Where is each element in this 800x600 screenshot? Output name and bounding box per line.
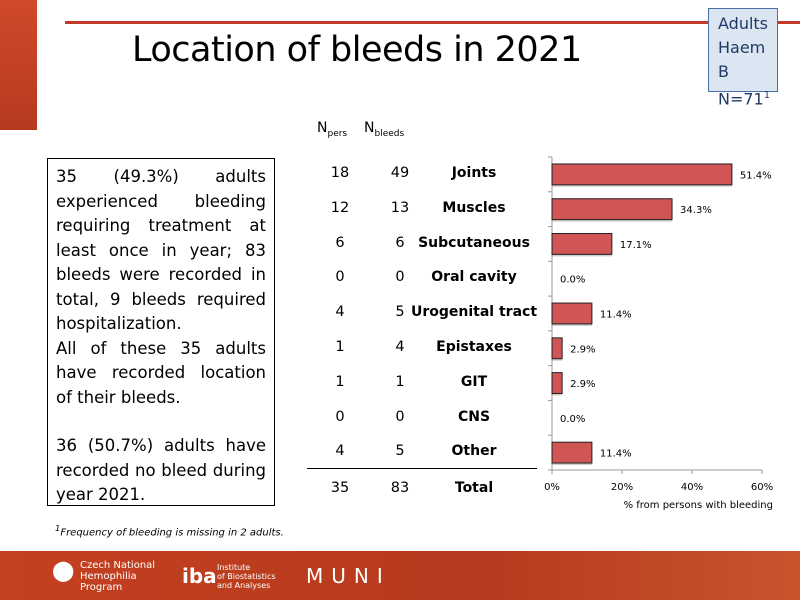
logo-text: Program [80,582,123,593]
h-sub: bleeds [374,128,405,139]
footnote-sup: 1 [55,523,61,533]
row-npers: 4 [335,443,345,460]
row-nbleeds: 0 [395,408,405,425]
row-nbleeds: 4 [395,339,405,355]
title-rule [65,21,800,24]
iba-logo-text: Institute of Biostatistics and Analyses [217,563,276,590]
footnote: 1Frequency of bleeding is missing in 2 a… [55,523,284,538]
logo-text: of Biostatistics [217,572,276,581]
population-badge: Adults Haem B N=711 [708,8,778,108]
x-tick-label: 20% [611,482,633,493]
muni-logo: MUNI [306,564,391,588]
data-label: 2.9% [570,344,595,355]
row-npers: 18 [330,165,350,181]
bar [551,163,733,186]
bar [551,198,673,221]
page-title: Location of bleeds in 2021 [132,30,582,70]
total-label: Total [454,480,494,496]
h-n: N [317,120,328,136]
hemophilia-logo-icon: ⬤ [52,558,75,582]
row-npers: 12 [330,199,350,216]
row-label: Other [451,443,497,460]
h-sub: pers [327,128,348,139]
row-label: Oral cavity [431,269,517,286]
row-label: GIT [460,373,488,390]
summary-p1: 35 (49.3%) adults experienced bleeding r… [56,167,266,333]
row-label: CNS [457,408,491,425]
row-label: Joints [451,165,497,181]
total-npers: 35 [330,480,350,496]
row-nbleeds: 13 [390,199,410,216]
row-label: Muscles [442,199,506,216]
bar-chart: 0% 20% 40% 60% % from persons with bleeding 5… [544,156,773,511]
logo-text: and Analyses [217,581,271,590]
badge-line: Adults [718,14,769,33]
row-nbleeds: 0 [395,269,405,286]
data-label: 11.4% [600,310,632,321]
logo-text: Institute [217,563,251,572]
total-separator [307,468,537,469]
row-nbleeds: 5 [395,304,405,321]
data-label: 0.0% [560,275,585,286]
h-n: N [364,120,375,136]
row-label: Subcutaneous [418,234,530,251]
iba-logo: iba [182,564,217,588]
logo-text: Czech National [80,560,156,571]
data-label: 0.0% [560,414,585,425]
bar [551,337,563,360]
x-tick-label: 0% [544,482,560,493]
row-label: Epistaxes [436,339,512,355]
total-nbleeds: 83 [390,480,410,496]
row-npers: 0 [335,269,345,286]
summary-textbox: 35 (49.3%) adults experienced bleeding r… [47,158,275,506]
data-label: 11.4% [600,449,632,460]
row-npers: 6 [335,234,345,251]
row-npers: 1 [335,339,345,355]
row-nbleeds: 5 [395,443,405,460]
bar [551,233,613,255]
row-nbleeds: 49 [390,165,410,181]
data-label: 34.3% [680,205,712,216]
data-label: 17.1% [620,240,652,251]
badge-n: N=71 [718,89,764,109]
footer-band: ⬤ Czech National Hemophilia Program iba … [0,551,800,600]
header-npers: Npers [317,120,347,139]
row-nbleeds: 6 [395,234,405,251]
row-npers: 0 [335,408,345,425]
row-nbleeds: 1 [395,373,405,390]
summary-p2: All of these 35 adults have recorded loc… [56,338,266,407]
badge-line: N=711 [718,84,777,111]
cnhp-logo: Czech National Hemophilia Program [80,560,155,593]
bar [551,372,563,394]
row-npers: 1 [335,373,345,390]
bar [551,302,593,325]
badge-sup: 1 [763,90,771,101]
footnote-text: Frequency of bleeding is missing in 2 ad… [60,527,284,539]
x-axis-label: % from persons with bleeding [624,500,773,511]
badge-line: Haem B [718,38,766,81]
summary-p3: 36 (50.7%) adults have recorded no bleed… [56,436,266,504]
data-label: 51.4% [740,170,772,181]
bar [551,441,593,464]
x-tick-label: 60% [751,482,773,493]
logo-text: Hemophilia [80,571,137,582]
header-nbleeds: Nbleeds [364,120,404,139]
row-npers: 4 [335,304,345,321]
side-accent-bar [0,0,37,130]
row-label: Urogenital tract [410,304,538,321]
data-label: 2.9% [570,379,595,390]
x-tick-label: 40% [681,482,703,493]
